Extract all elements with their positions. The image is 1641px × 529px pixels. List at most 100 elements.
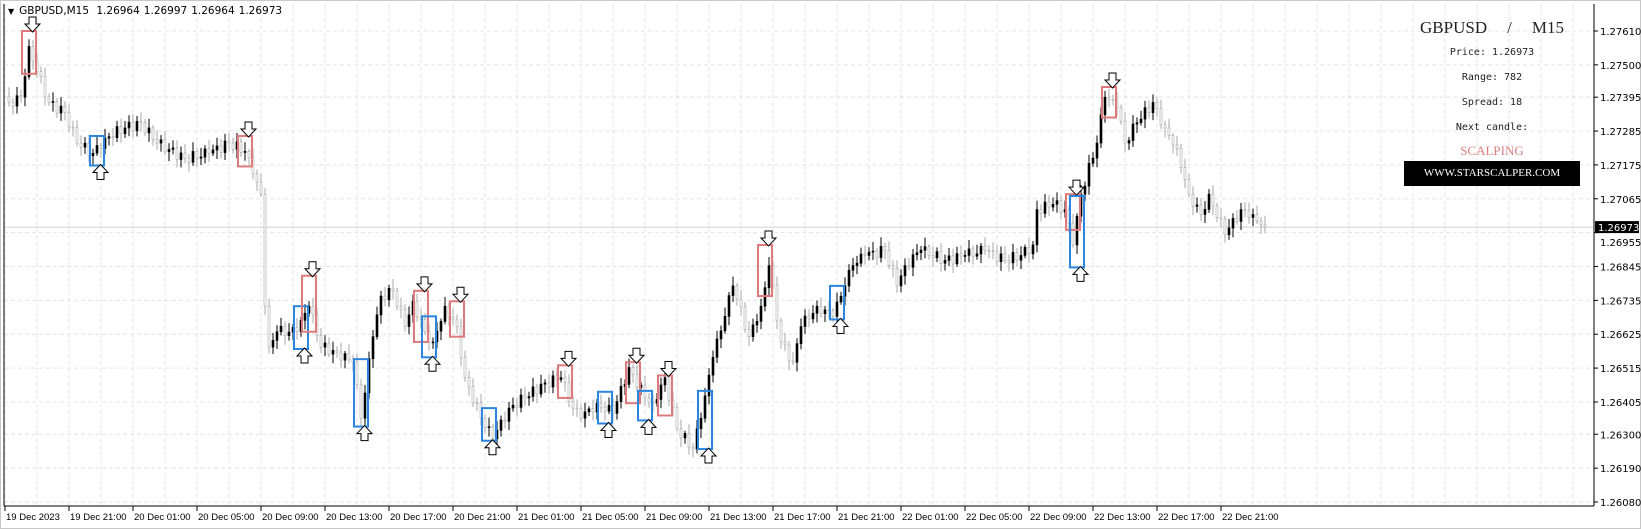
candle-bear xyxy=(1003,253,1007,261)
candle-bear xyxy=(327,342,331,355)
candle-bear xyxy=(1007,260,1011,264)
candle-bull xyxy=(1151,102,1155,113)
buy-arrow-up-icon xyxy=(699,447,718,464)
candle-bull xyxy=(51,101,55,103)
candle-bull xyxy=(811,312,815,320)
candle-bull xyxy=(431,341,435,344)
candle-bull xyxy=(527,396,531,399)
buy-arrow-up-icon xyxy=(1071,265,1090,282)
y-tick-label: 1.27395 xyxy=(1600,93,1641,104)
candle-bear xyxy=(787,344,791,362)
x-tick-label: 22 Dec 09:00 xyxy=(1030,512,1087,523)
candle-bear xyxy=(735,285,739,300)
candle-bear xyxy=(1071,222,1075,246)
candle-bull xyxy=(799,326,803,344)
candle-bear xyxy=(791,360,795,363)
y-tick-label: 1.26300 xyxy=(1600,430,1641,441)
grid xyxy=(4,4,1594,506)
x-tick-label: 22 Dec 17:00 xyxy=(1158,512,1215,523)
candle-bull xyxy=(279,325,283,333)
buy-arrow-up-icon xyxy=(639,418,658,435)
candle-bull xyxy=(499,419,503,431)
candle-bull xyxy=(999,253,1003,263)
candle-bear xyxy=(579,408,583,419)
candle-bear xyxy=(1255,214,1259,222)
close-value: 1.26973 xyxy=(238,5,283,17)
candle-bull xyxy=(243,151,247,153)
panel-range: Range: 782 xyxy=(1461,72,1523,83)
candle-bull xyxy=(855,262,859,266)
candle-bear xyxy=(807,315,811,320)
candle-bull xyxy=(223,140,227,153)
candle-bear xyxy=(1167,127,1171,136)
candle-bull xyxy=(851,265,855,271)
buy-arrow-up-icon xyxy=(423,355,442,372)
candle-bear xyxy=(635,373,639,388)
candle-bear xyxy=(739,298,743,308)
candle-bull xyxy=(303,312,307,321)
candle-bear xyxy=(503,419,507,422)
candle-bear xyxy=(423,318,427,333)
buy-arrow-up-icon xyxy=(295,347,314,364)
candle-bull xyxy=(443,305,447,322)
buy-signal-box xyxy=(421,315,437,359)
candle-bull xyxy=(1023,247,1027,256)
candle-bear xyxy=(267,305,271,348)
candle-bull xyxy=(1239,209,1243,222)
collapse-triangle-icon[interactable]: ▼ xyxy=(8,7,15,16)
candle-bull xyxy=(1131,123,1135,141)
candle-bear xyxy=(463,357,467,378)
candle-bull xyxy=(955,253,959,265)
candle-bull xyxy=(903,265,907,277)
sell-arrow-down-icon xyxy=(451,286,470,304)
candle-bull xyxy=(519,394,523,408)
candle-bear xyxy=(139,121,143,124)
candle-bull xyxy=(815,305,819,314)
candle-bear xyxy=(1235,218,1239,222)
candle-bull xyxy=(607,405,611,412)
candle-bull xyxy=(847,269,851,287)
candle-bear xyxy=(239,141,243,153)
candle-bull xyxy=(127,121,131,129)
candle-bear xyxy=(283,325,287,336)
candle-bear xyxy=(207,148,211,154)
candle-bull xyxy=(511,404,515,409)
sell-arrow-down-icon xyxy=(23,16,42,33)
candle-bull xyxy=(731,285,735,296)
candle-bear xyxy=(67,112,71,128)
candle-bull xyxy=(91,152,95,157)
candle-bear xyxy=(31,46,35,62)
candle-bull xyxy=(215,145,219,151)
y-tick-label: 1.27500 xyxy=(1600,61,1641,72)
candle-bear xyxy=(1171,135,1175,146)
candle-bear xyxy=(959,253,963,257)
x-tick-label: 21 Dec 21:00 xyxy=(838,512,895,523)
candle-bull xyxy=(583,411,587,419)
candle-bull xyxy=(1043,201,1047,214)
candle-bear xyxy=(1163,124,1167,129)
candle-bull xyxy=(287,331,291,336)
candle-bear xyxy=(75,127,79,144)
buy-signal-box xyxy=(637,389,653,422)
candle-bear xyxy=(971,248,975,257)
candle-bull xyxy=(199,156,203,159)
candle-bear xyxy=(131,121,135,132)
sell-signal-box xyxy=(557,364,573,399)
candle-bull xyxy=(759,305,763,322)
candle-bull xyxy=(147,127,151,134)
candle-bear xyxy=(535,386,539,395)
y-tick-label: 1.26515 xyxy=(1600,364,1641,375)
candle-bear xyxy=(631,367,635,375)
candle-bear xyxy=(467,377,471,387)
candle-bear xyxy=(895,268,899,287)
website-banner[interactable]: WWW.STARSCALPER.COM xyxy=(1404,161,1580,186)
panel-timeframe: M15 xyxy=(1531,18,1564,37)
candle-bull xyxy=(371,336,375,360)
candle-bull xyxy=(751,324,755,337)
candle-bull xyxy=(487,426,491,428)
buy-signal-box xyxy=(697,389,713,451)
candle-bull xyxy=(1195,204,1199,207)
candle-bull xyxy=(871,250,875,253)
x-tick-label: 22 Dec 01:00 xyxy=(902,512,959,523)
